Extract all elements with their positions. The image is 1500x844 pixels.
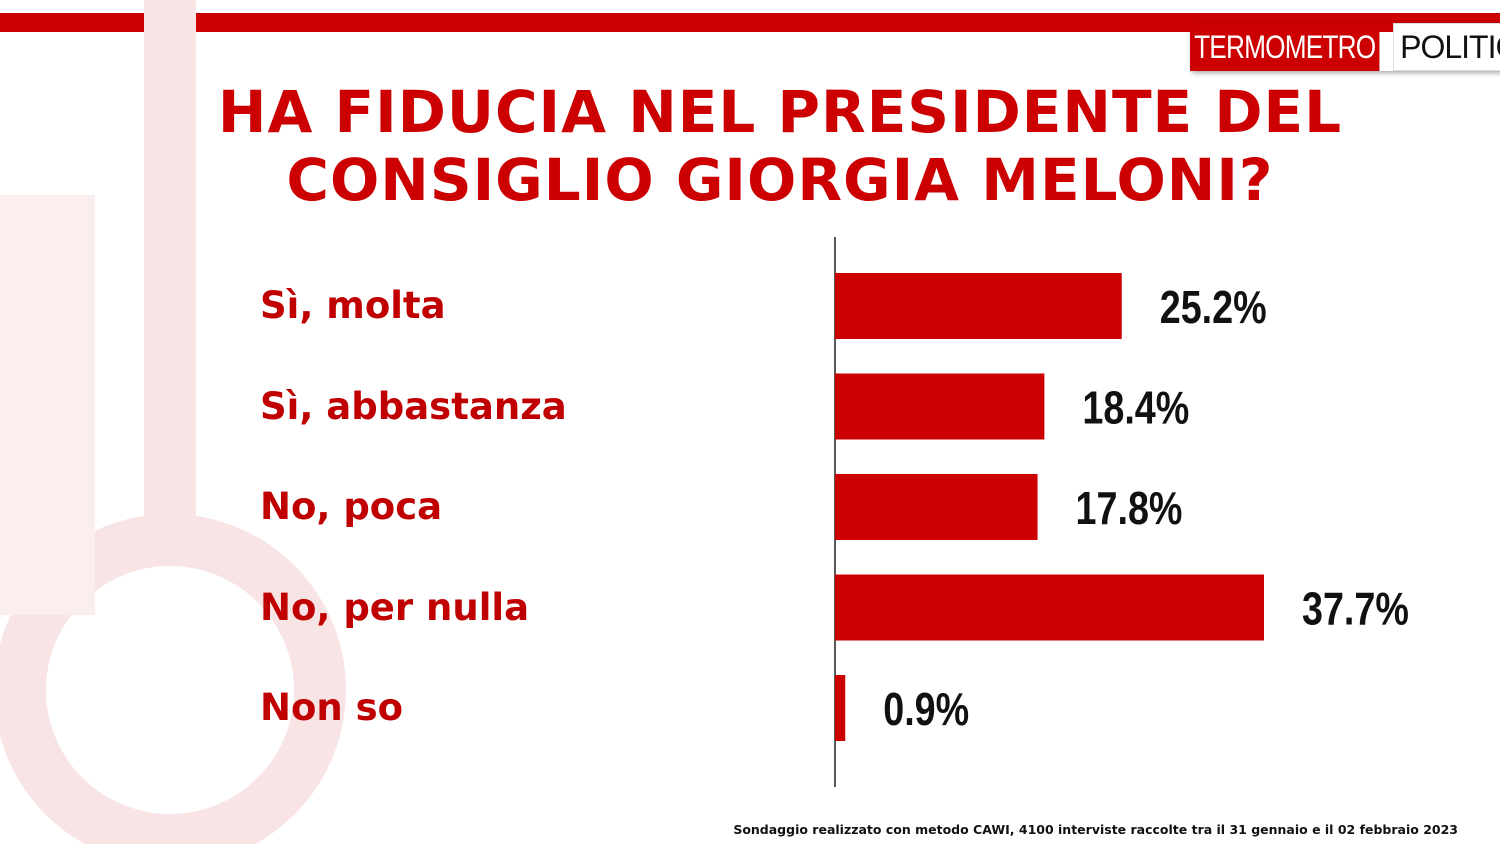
category-label: No, poca: [260, 485, 443, 528]
bar-value-label: 18.4%: [1082, 382, 1189, 433]
survey-footnote: Sondaggio realizzato con metodo CAWI, 41…: [733, 822, 1458, 837]
bar: [835, 574, 1264, 641]
logo-part-termometro: TERMOMETRO: [1190, 23, 1380, 71]
bar: [835, 474, 1038, 540]
category-label: No, per nulla: [260, 585, 530, 629]
title-line-1: HA FIDUCIA NEL PRESIDENTE DEL: [217, 78, 1343, 146]
thermometer-watermark-icon: [0, 0, 346, 844]
bar-value-label: 17.8%: [1076, 482, 1183, 533]
bar: [835, 273, 1122, 339]
bar-value-label: 0.9%: [883, 683, 969, 734]
bar-value-label: 37.7%: [1302, 583, 1409, 634]
bar: [835, 675, 846, 741]
category-label: Sì, molta: [260, 284, 446, 327]
termometro-politico-logo: TERMOMETRO POLITICO: [1190, 23, 1500, 71]
chart-title: HA FIDUCIA NEL PRESIDENTE DEL CONSIGLIO …: [150, 78, 1410, 214]
category-label: Non so: [260, 686, 404, 729]
bar-value-label: 25.2%: [1160, 281, 1267, 332]
category-label: Sì, abbastanza: [260, 384, 567, 428]
bar: [835, 373, 1045, 440]
top-accent-bar: [0, 13, 1500, 32]
logo-part-politico: POLITICO: [1393, 23, 1500, 71]
title-line-2: CONSIGLIO GIORGIA MELONI?: [286, 146, 1274, 214]
